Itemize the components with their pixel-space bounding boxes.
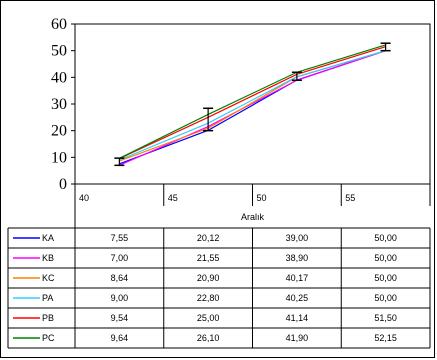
table-cell: 25,00 [197,313,220,323]
y-tick-label: 60 [51,16,67,33]
x-axis-label: Aralık [241,212,265,222]
table-cell: 40,25 [286,293,309,303]
series-line-kb [119,51,385,166]
legend-label-pa: PA [42,293,53,303]
legend-label-pc: PC [42,333,55,343]
table-cell: 9,64 [111,333,129,343]
legend-label-kc: KC [42,273,55,283]
table-cell: 50,00 [374,273,397,283]
table-cell: 8,64 [111,273,129,283]
table-cell: 22,80 [197,293,220,303]
y-tick-label: 50 [51,43,67,60]
legend-label-ka: KA [42,233,54,243]
table-cell: 39,00 [286,233,309,243]
table-cell: 9,54 [111,313,129,323]
x-tick-label: 45 [168,193,178,203]
table-cell: 9,00 [111,293,129,303]
table-cell: 38,90 [286,253,309,263]
y-tick-label: 20 [51,123,67,140]
table-cell: 20,12 [197,233,220,243]
legend-label-kb: KB [42,253,54,263]
table-cell: 26,10 [197,333,220,343]
y-tick-label: 30 [51,96,67,113]
y-tick-label: 40 [51,69,67,86]
table-cell: 50,00 [374,233,397,243]
table-cell: 50,00 [374,253,397,263]
table-cell: 20,90 [197,273,220,283]
table-cell: 7,00 [111,253,129,263]
table-cell: 52,15 [374,333,397,343]
y-tick-label: 0 [59,176,67,193]
table-cell: 7,55 [111,233,129,243]
table-cell: 40,17 [286,273,309,283]
table-cell: 51,50 [374,313,397,323]
table-cell: 41,90 [286,333,309,343]
x-tick-label: 50 [257,193,267,203]
table-cell: 21,55 [197,253,220,263]
y-tick-label: 10 [51,149,67,166]
table-cell: 50,00 [374,293,397,303]
legend-label-pb: PB [42,313,54,323]
table-cell: 41,14 [286,313,309,323]
x-tick-label: 55 [345,193,355,203]
x-tick-label: 40 [79,193,89,203]
